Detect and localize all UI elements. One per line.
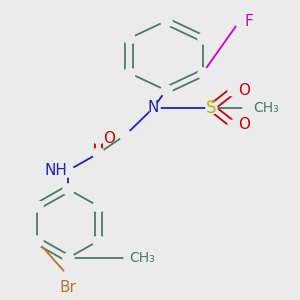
Text: Br: Br bbox=[59, 280, 76, 295]
Text: CH₃: CH₃ bbox=[129, 251, 155, 265]
Text: N: N bbox=[148, 100, 159, 115]
Text: F: F bbox=[244, 14, 253, 28]
Text: O: O bbox=[103, 130, 116, 146]
Text: NH: NH bbox=[45, 163, 68, 178]
Text: O: O bbox=[238, 117, 250, 132]
Text: O: O bbox=[238, 83, 250, 98]
Text: S: S bbox=[206, 99, 217, 117]
Text: CH₃: CH₃ bbox=[253, 100, 279, 115]
